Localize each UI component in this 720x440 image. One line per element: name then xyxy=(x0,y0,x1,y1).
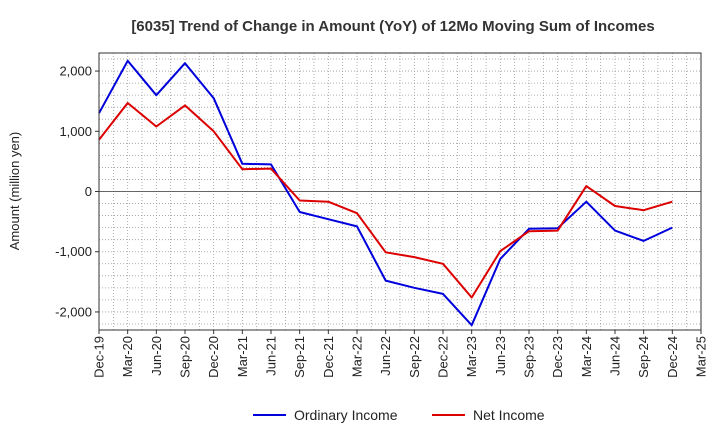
x-tick-label: Mar-20 xyxy=(120,336,135,377)
x-tick-label: Mar-23 xyxy=(464,336,479,377)
y-tick-label: 0 xyxy=(85,184,92,199)
chart-title: [6035] Trend of Change in Amount (YoY) o… xyxy=(131,18,654,35)
x-tick-label: Jun-24 xyxy=(608,336,623,376)
x-tick-label: Sep-21 xyxy=(292,336,307,378)
y-tick-label: 1,000 xyxy=(59,124,92,139)
x-tick-label: Mar-22 xyxy=(350,336,365,377)
x-tick-label: Dec-22 xyxy=(436,336,451,378)
x-tick-labels: Dec-19 Mar-20 Jun-20 Sep-20 Dec-20 Mar-21 Jun-… xyxy=(92,330,709,378)
x-tick-label: Jun-22 xyxy=(378,336,393,376)
x-tick-label: Dec-24 xyxy=(665,336,680,378)
net-income-legend-label: Net Income xyxy=(473,407,545,423)
y-tick-label: -1,000 xyxy=(55,244,92,259)
legend: Ordinary Income Net Income xyxy=(253,407,545,423)
x-tick-label: Dec-21 xyxy=(321,336,336,378)
x-tick-label: Mar-21 xyxy=(235,336,250,377)
x-tick-label: Sep-22 xyxy=(407,336,422,378)
y-tick-label: 2,000 xyxy=(59,64,92,79)
x-tick-label: Mar-24 xyxy=(579,336,594,377)
x-tick-label: Dec-20 xyxy=(206,336,221,378)
x-tick-label: Dec-19 xyxy=(92,336,107,378)
x-tick-label: Mar-25 xyxy=(694,336,709,377)
x-tick-label: Sep-24 xyxy=(636,336,651,378)
y-tick-label: -2,000 xyxy=(55,304,92,319)
x-tick-label: Jun-23 xyxy=(493,336,508,376)
series-layer xyxy=(98,59,673,327)
x-tick-label: Jun-21 xyxy=(264,336,279,376)
y-axis-label: Amount (million yen) xyxy=(7,132,22,251)
x-tick-label: Jun-20 xyxy=(149,336,164,376)
ordinary-income-line xyxy=(98,59,673,327)
x-tick-label: Dec-23 xyxy=(550,336,565,378)
x-tick-label: Sep-20 xyxy=(178,336,193,378)
ordinary-income-legend-label: Ordinary Income xyxy=(294,407,398,423)
y-tick-labels: 2,000 1,000 0 -1,000 -2,000 xyxy=(55,64,99,319)
net-income-line xyxy=(98,102,673,299)
x-tick-label: Sep-23 xyxy=(522,336,537,378)
